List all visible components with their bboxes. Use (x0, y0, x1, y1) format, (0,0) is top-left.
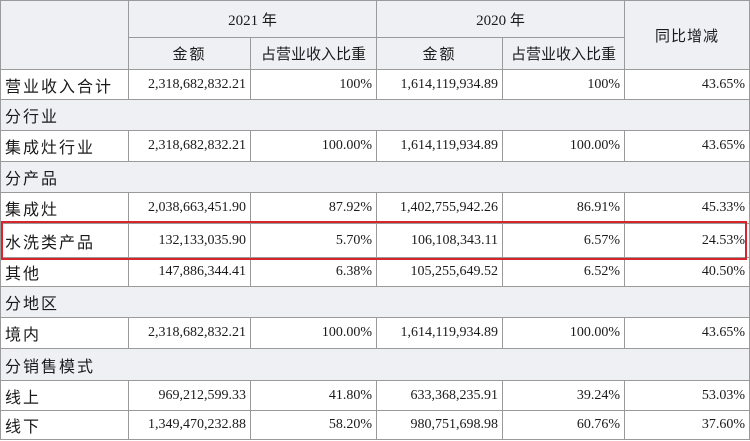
amount-2020-cell: 633,368,235.91 (376, 380, 504, 411)
ratio-2020-cell: 100.00% (502, 317, 626, 349)
header-year-2021: 2021 年 (127, 0, 378, 38)
ratio-2020-cell: 100.00% (502, 130, 626, 162)
amount-2021-cell: 147,886,344.41 (128, 257, 251, 287)
amount-2020-cell: 980,751,698.98 (376, 410, 504, 440)
amount-2020-cell: 1,614,119,934.89 (376, 69, 504, 100)
yoy-cell: 37.60% (624, 410, 750, 440)
table-row: 线下 1,349,470,232.88 58.20% 980,751,698.98 60… (0, 410, 750, 440)
amount-2020-cell: 1,402,755,942.26 (376, 192, 504, 224)
row-label: 集成灶 (0, 192, 129, 224)
header-row-years: 2021 年 2020 年 同比增减 (0, 0, 750, 70)
ratio-2020-cell: 100% (502, 69, 626, 100)
header-yoy: 同比增减 (624, 0, 750, 70)
amount-2021-cell: 2,318,682,832.21 (128, 317, 251, 349)
header-amount-2021: 金额 (128, 37, 251, 70)
table-row: 其他 147,886,344.41 6.38% 105,255,649.52 6.52%… (0, 257, 750, 287)
table-row: 集成灶 2,038,663,451.90 87.92% 1,402,755,942.2… (0, 192, 750, 224)
table-row: 境内 2,318,682,832.21 100.00% 1,614,119,934.8… (0, 317, 750, 349)
row-label: 集成灶行业 (0, 130, 129, 162)
ratio-2021-cell: 58.20% (249, 410, 378, 440)
row-label: 线下 (0, 410, 129, 440)
ratio-2020-cell: 6.57% (502, 223, 626, 258)
section-label: 分销售模式 (0, 348, 750, 381)
ratio-2021-cell: 100.00% (249, 317, 378, 349)
yoy-cell: 43.65% (624, 317, 750, 349)
header-ratio-2020: 占营业收入比重 (502, 37, 626, 70)
row-label: 水洗类产品 (0, 223, 129, 258)
section-label: 分产品 (0, 161, 750, 193)
amount-2020-cell: 1,614,119,934.89 (376, 130, 504, 162)
amount-2021-cell: 969,212,599.33 (128, 380, 251, 411)
section-label: 分行业 (0, 99, 750, 131)
section-row: 分销售模式 (0, 348, 750, 381)
ratio-2020-cell: 39.24% (502, 380, 626, 411)
header-year-2020: 2020 年 (376, 0, 626, 38)
amount-2020-cell: 105,255,649.52 (376, 257, 504, 287)
row-label: 营业收入合计 (0, 69, 129, 100)
table-row: 线上 969,212,599.33 41.80% 633,368,235.91 39.2… (0, 380, 750, 411)
ratio-2020-cell: 60.76% (502, 410, 626, 440)
yoy-cell: 40.50% (624, 257, 750, 287)
amount-2020-cell: 106,108,343.11 (376, 223, 504, 258)
ratio-2020-cell: 6.52% (502, 257, 626, 287)
amount-2021-cell: 1,349,470,232.88 (128, 410, 251, 440)
ratio-2020-cell: 86.91% (502, 192, 626, 224)
amount-2021-cell: 2,318,682,832.21 (128, 69, 251, 100)
yoy-cell: 43.65% (624, 130, 750, 162)
row-label: 其他 (0, 257, 129, 287)
header-row-metrics: 金额 占营业收入比重 金额 占营业收入比重 (1, 37, 750, 70)
section-row: 分行业 (0, 99, 750, 131)
yoy-cell: 24.53% (624, 223, 750, 258)
ratio-2021-cell: 41.80% (249, 380, 378, 411)
header-amount-2020: 金额 (376, 37, 504, 70)
yoy-cell: 53.03% (624, 380, 750, 411)
ratio-2021-cell: 100% (249, 69, 378, 100)
table-row: 集成灶行业 2,318,682,832.21 100.00% 1,614,119,93… (0, 130, 750, 162)
table-row: 水洗类产品 132,133,035.90 5.70% 106,108,343.11 6.… (0, 223, 750, 258)
section-label: 分地区 (0, 286, 750, 318)
table-row: 营业收入合计 2,318,682,832.21 100% 1,614,119,934.… (0, 69, 750, 100)
ratio-2021-cell: 6.38% (249, 257, 378, 287)
ratio-2021-cell: 5.70% (249, 223, 378, 258)
table-body: 营业收入合计 2,318,682,832.21 100% 1,614,119,934.… (0, 69, 750, 440)
yoy-cell: 45.33% (624, 192, 750, 224)
row-label: 境内 (0, 317, 129, 349)
header-corner (0, 0, 129, 70)
amount-2021-cell: 132,133,035.90 (128, 223, 251, 258)
section-row: 分地区 (0, 286, 750, 318)
ratio-2021-cell: 87.92% (249, 192, 378, 224)
row-label: 线上 (0, 380, 129, 411)
ratio-2021-cell: 100.00% (249, 130, 378, 162)
amount-2021-cell: 2,318,682,832.21 (128, 130, 251, 162)
yoy-cell: 43.65% (624, 69, 750, 100)
header-ratio-2021: 占营业收入比重 (249, 37, 378, 70)
amount-2020-cell: 1,614,119,934.89 (376, 317, 504, 349)
section-row: 分产品 (0, 161, 750, 193)
amount-2021-cell: 2,038,663,451.90 (128, 192, 251, 224)
table-header: 2021 年 2020 年 同比增减 金额 占营业收入比重 金额 占营业收入比重 (0, 0, 750, 70)
